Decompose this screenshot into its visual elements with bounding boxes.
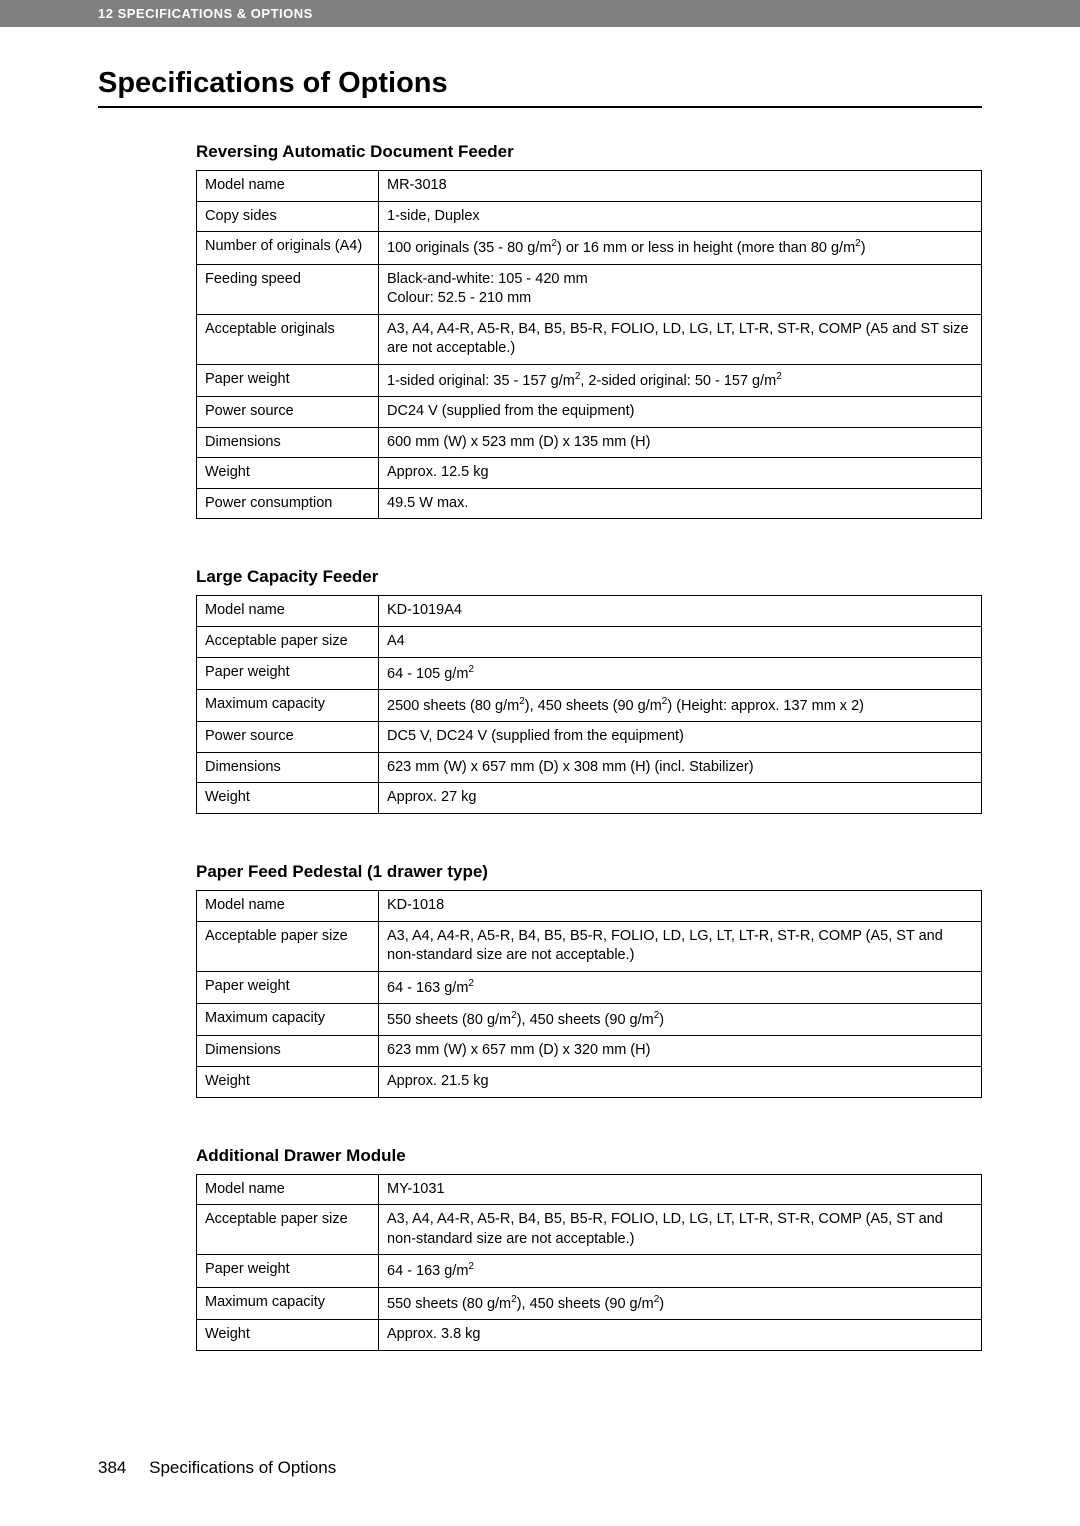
cell-value: 64 - 163 g/m2 <box>379 971 982 1003</box>
cell-label: Number of originals (A4) <box>197 232 379 264</box>
cell-value: 623 mm (W) x 657 mm (D) x 308 mm (H) (in… <box>379 752 982 783</box>
cell-value: Approx. 12.5 kg <box>379 458 982 489</box>
cell-value: 49.5 W max. <box>379 488 982 519</box>
cell-value: 100 originals (35 - 80 g/m2) or 16 mm or… <box>379 232 982 264</box>
cell-label: Dimensions <box>197 427 379 458</box>
cell-value: 1-sided original: 35 - 157 g/m2, 2-sided… <box>379 364 982 396</box>
cell-label: Copy sides <box>197 201 379 232</box>
cell-value: KD-1019A4 <box>379 596 982 627</box>
cell-value: 550 sheets (80 g/m2), 450 sheets (90 g/m… <box>379 1287 982 1319</box>
cell-label: Model name <box>197 171 379 202</box>
cell-value: KD-1018 <box>379 891 982 922</box>
cell-value: 600 mm (W) x 523 mm (D) x 135 mm (H) <box>379 427 982 458</box>
cell-label: Model name <box>197 1174 379 1205</box>
cell-label: Paper weight <box>197 1255 379 1287</box>
page-number: 384 <box>98 1458 126 1477</box>
footer: 384 Specifications of Options <box>98 1458 336 1478</box>
cell-label: Weight <box>197 1320 379 1351</box>
cell-value: A3, A4, A4-R, A5-R, B4, B5, B5-R, FOLIO,… <box>379 921 982 971</box>
cell-value: A3, A4, A4-R, A5-R, B4, B5, B5-R, FOLIO,… <box>379 314 982 364</box>
cell-value: Approx. 3.8 kg <box>379 1320 982 1351</box>
cell-value: A4 <box>379 626 982 657</box>
cell-label: Maximum capacity <box>197 1004 379 1036</box>
cell-label: Paper weight <box>197 657 379 689</box>
cell-label: Power consumption <box>197 488 379 519</box>
cell-label: Feeding speed <box>197 264 379 314</box>
cell-value: Approx. 27 kg <box>379 783 982 814</box>
cell-label: Dimensions <box>197 1036 379 1067</box>
section-title-pfp: Paper Feed Pedestal (1 drawer type) <box>196 862 982 882</box>
cell-label: Acceptable paper size <box>197 1205 379 1255</box>
cell-label: Maximum capacity <box>197 689 379 721</box>
cell-label: Weight <box>197 783 379 814</box>
cell-label: Model name <box>197 596 379 627</box>
cell-value: Black-and-white: 105 - 420 mmColour: 52.… <box>379 264 982 314</box>
cell-value: Approx. 21.5 kg <box>379 1067 982 1098</box>
table-lcf: Model nameKD-1019A4 Acceptable paper siz… <box>196 595 982 814</box>
cell-label: Acceptable paper size <box>197 921 379 971</box>
main-title: Specifications of Options <box>98 67 982 108</box>
section-title-radf: Reversing Automatic Document Feeder <box>196 142 982 162</box>
footer-title: Specifications of Options <box>149 1458 336 1477</box>
cell-value: 64 - 105 g/m2 <box>379 657 982 689</box>
cell-label: Paper weight <box>197 364 379 396</box>
cell-label: Model name <box>197 891 379 922</box>
cell-value: MY-1031 <box>379 1174 982 1205</box>
header-text: 12 SPECIFICATIONS & OPTIONS <box>98 6 313 21</box>
section-title-lcf: Large Capacity Feeder <box>196 567 982 587</box>
cell-label: Weight <box>197 1067 379 1098</box>
cell-value: 2500 sheets (80 g/m2), 450 sheets (90 g/… <box>379 689 982 721</box>
cell-label: Weight <box>197 458 379 489</box>
cell-value: DC24 V (supplied from the equipment) <box>379 397 982 428</box>
cell-value: DC5 V, DC24 V (supplied from the equipme… <box>379 722 982 753</box>
cell-label: Power source <box>197 397 379 428</box>
cell-value: 550 sheets (80 g/m2), 450 sheets (90 g/m… <box>379 1004 982 1036</box>
page-content: Specifications of Options Reversing Auto… <box>0 27 1080 1351</box>
cell-label: Acceptable originals <box>197 314 379 364</box>
section-title-adm: Additional Drawer Module <box>196 1146 982 1166</box>
cell-label: Maximum capacity <box>197 1287 379 1319</box>
cell-label: Paper weight <box>197 971 379 1003</box>
table-radf: Model nameMR-3018 Copy sides1-side, Dupl… <box>196 170 982 519</box>
cell-value: A3, A4, A4-R, A5-R, B4, B5, B5-R, FOLIO,… <box>379 1205 982 1255</box>
table-pfp: Model nameKD-1018 Acceptable paper sizeA… <box>196 890 982 1098</box>
header-bar: 12 SPECIFICATIONS & OPTIONS <box>0 0 1080 27</box>
cell-label: Acceptable paper size <box>197 626 379 657</box>
cell-value: MR-3018 <box>379 171 982 202</box>
table-adm: Model nameMY-1031 Acceptable paper sizeA… <box>196 1174 982 1351</box>
cell-value: 64 - 163 g/m2 <box>379 1255 982 1287</box>
cell-value: 623 mm (W) x 657 mm (D) x 320 mm (H) <box>379 1036 982 1067</box>
cell-value: 1-side, Duplex <box>379 201 982 232</box>
cell-label: Power source <box>197 722 379 753</box>
cell-label: Dimensions <box>197 752 379 783</box>
